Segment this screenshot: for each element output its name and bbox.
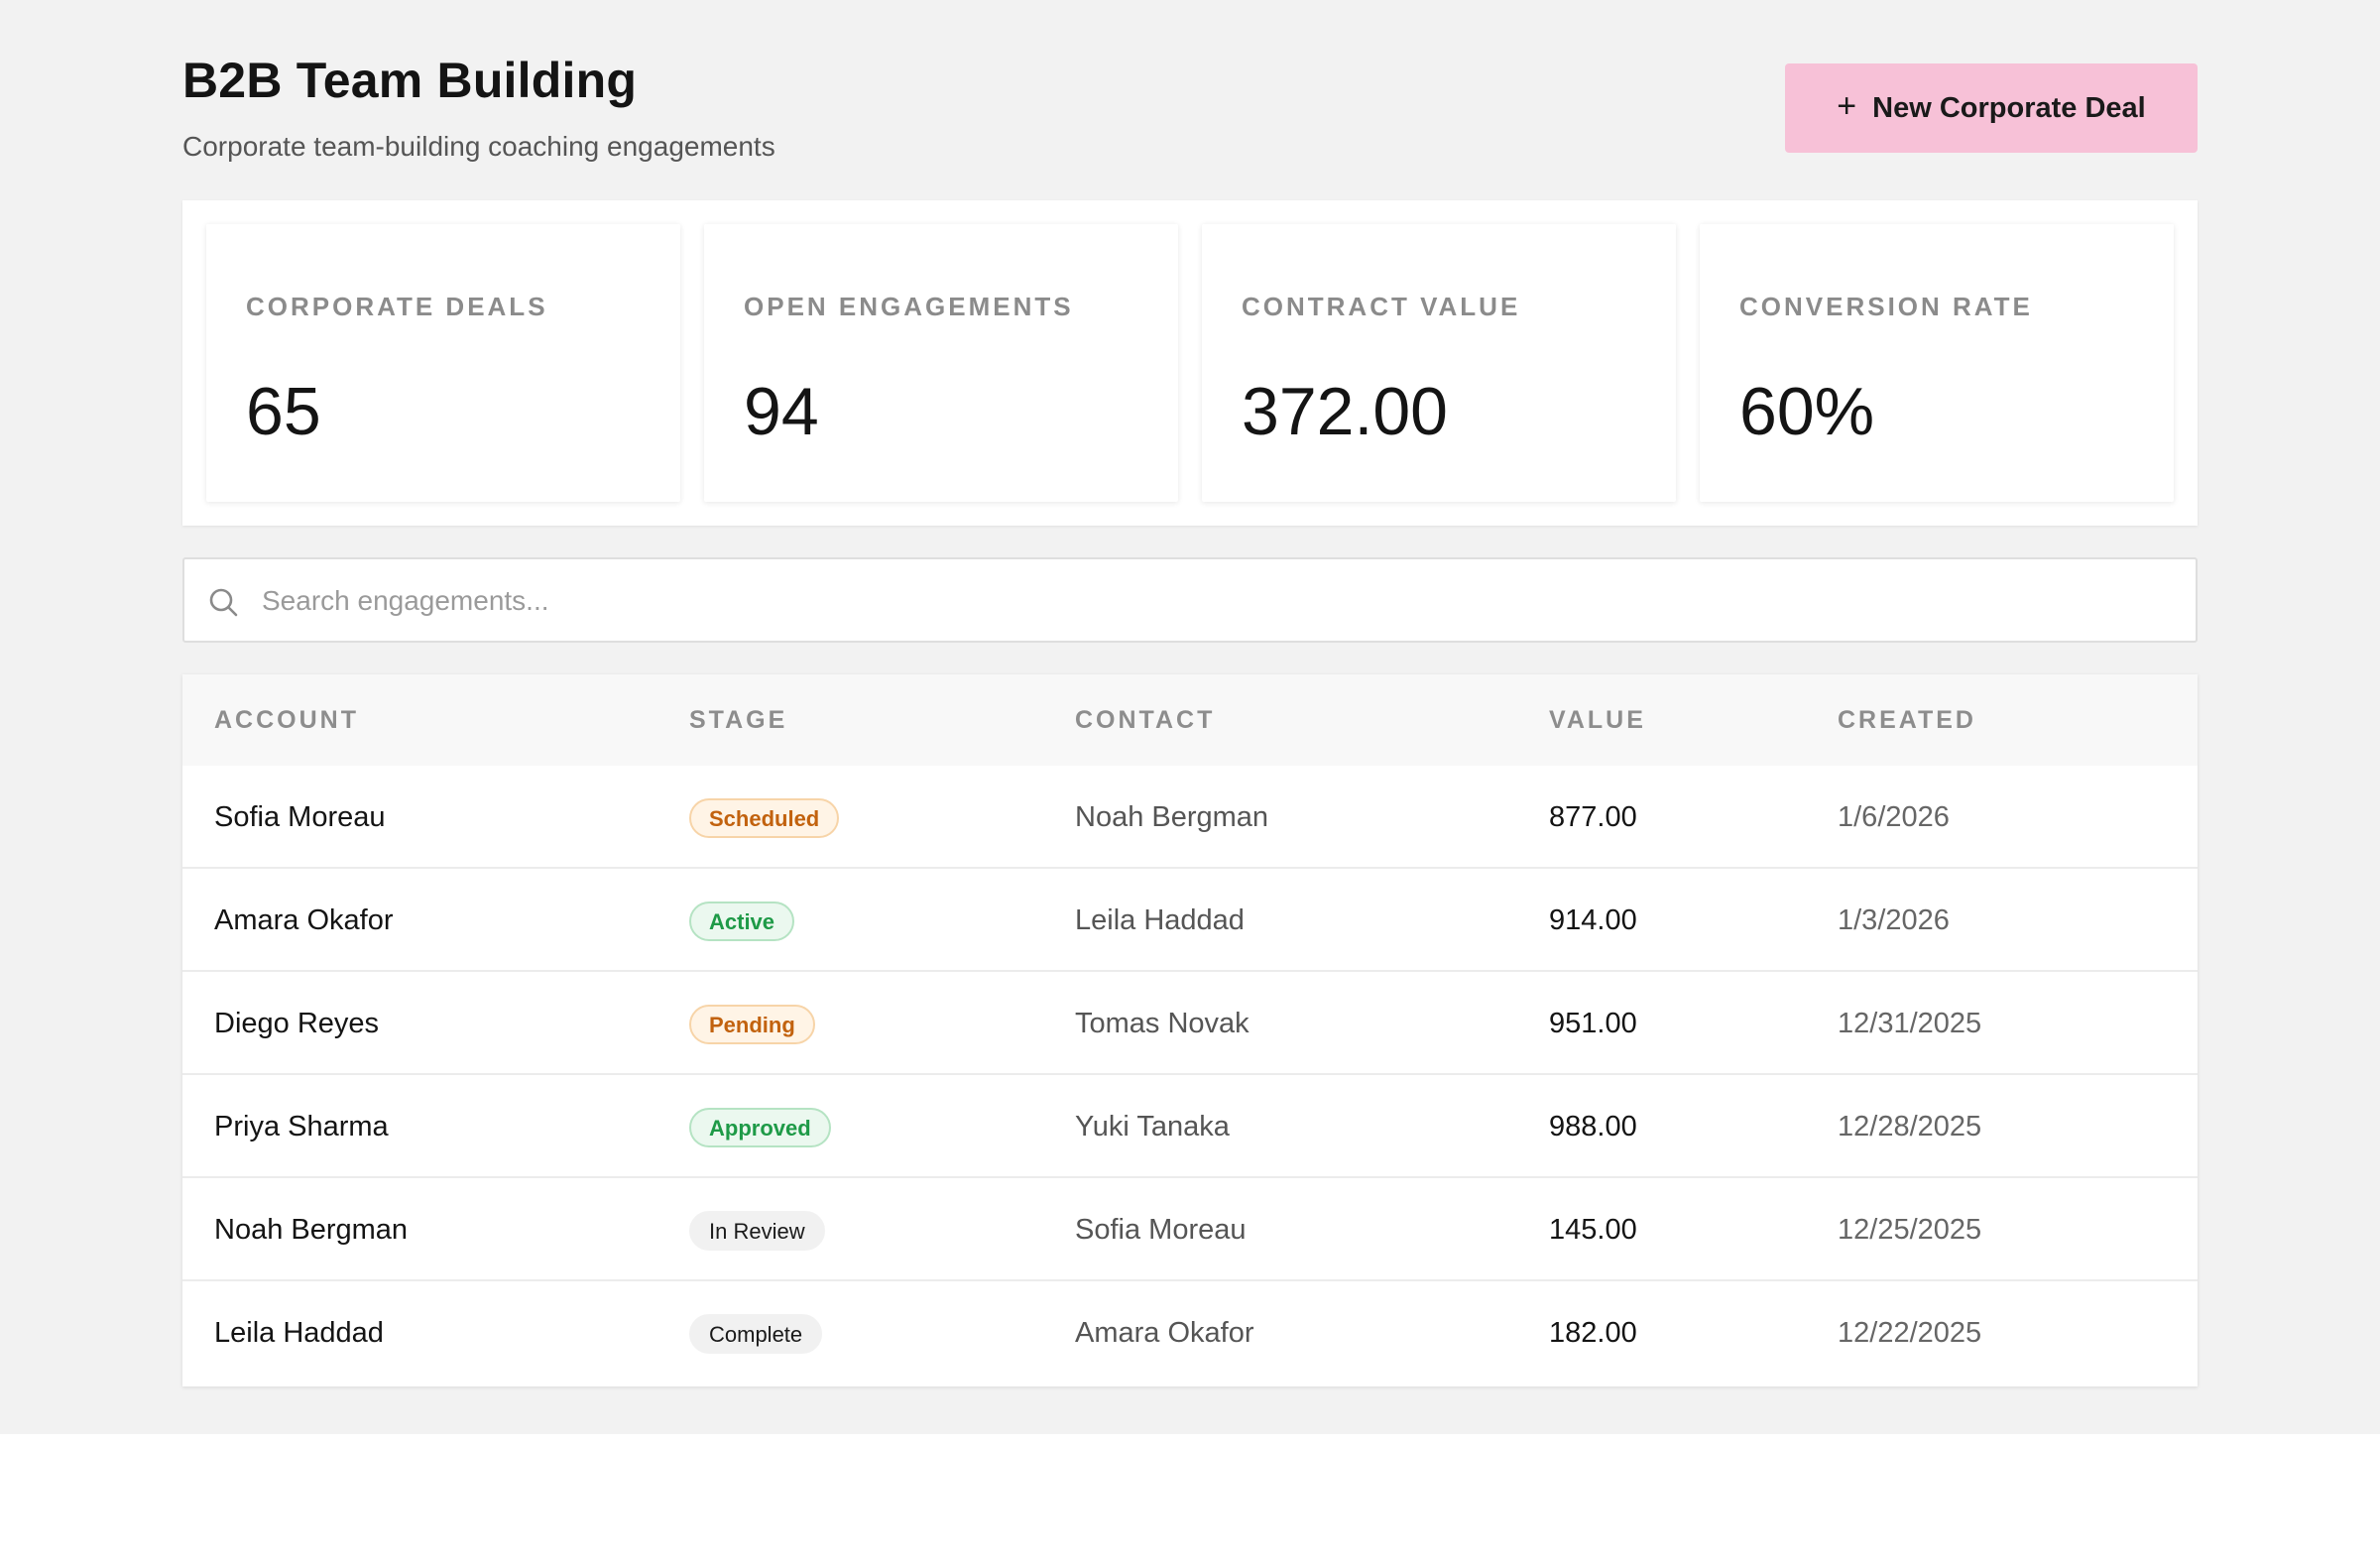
search-input[interactable] — [260, 559, 2148, 643]
table-row[interactable]: Sofia Moreau Scheduled Noah Bergman 877.… — [182, 766, 2198, 869]
stat-value: 372.00 — [1242, 374, 1448, 449]
account-cell: Sofia Moreau — [214, 801, 386, 833]
page-title: B2B Team Building — [182, 53, 638, 108]
value-cell: 951.00 — [1549, 1008, 1637, 1039]
created-cell: 1/3/2026 — [1838, 904, 1950, 936]
stats-panel: CORPORATE DEALS 65 OPEN ENGAGEMENTS 94 C… — [182, 200, 2198, 526]
stat-card-open-engagements: OPEN ENGAGEMENTS 94 — [704, 224, 1178, 502]
created-cell: 12/31/2025 — [1838, 1008, 1982, 1039]
column-header-account[interactable]: ACCOUNT — [214, 706, 359, 734]
account-cell: Diego Reyes — [214, 1008, 380, 1039]
stat-value: 94 — [744, 374, 819, 449]
created-cell: 12/22/2025 — [1838, 1317, 1982, 1349]
created-cell: 1/6/2026 — [1838, 801, 1950, 833]
contact-cell: Amara Okafor — [1075, 1317, 1254, 1349]
table-row[interactable]: Leila Haddad Complete Amara Okafor 182.0… — [182, 1281, 2198, 1384]
column-header-created[interactable]: CREATED — [1838, 706, 1976, 734]
created-cell: 12/25/2025 — [1838, 1214, 1982, 1246]
table-row[interactable]: Priya Sharma Approved Yuki Tanaka 988.00… — [182, 1075, 2198, 1178]
table-header: ACCOUNT STAGE CONTACT VALUE CREATED — [182, 674, 2198, 766]
new-corporate-deal-label: New Corporate Deal — [1872, 91, 2146, 124]
account-cell: Amara Okafor — [214, 904, 394, 936]
stat-label: OPEN ENGAGEMENTS — [744, 292, 1074, 321]
stage-badge: Scheduled — [689, 798, 840, 838]
stat-label: CORPORATE DEALS — [246, 292, 548, 321]
engagements-table: ACCOUNT STAGE CONTACT VALUE CREATED Sofi… — [182, 674, 2198, 1386]
stat-value: 65 — [246, 374, 321, 449]
contact-cell: Tomas Novak — [1075, 1008, 1250, 1039]
value-cell: 988.00 — [1549, 1111, 1637, 1142]
account-cell: Leila Haddad — [214, 1317, 384, 1349]
value-cell: 182.00 — [1549, 1317, 1637, 1349]
stage-badge: In Review — [689, 1211, 825, 1251]
column-header-value[interactable]: VALUE — [1549, 706, 1646, 734]
stage-badge: Complete — [689, 1314, 823, 1354]
stat-value: 60% — [1739, 374, 1875, 449]
contact-cell: Sofia Moreau — [1075, 1214, 1247, 1246]
value-cell: 877.00 — [1549, 801, 1637, 833]
contact-cell: Yuki Tanaka — [1075, 1111, 1230, 1142]
table-row[interactable]: Noah Bergman In Review Sofia Moreau 145.… — [182, 1178, 2198, 1281]
page-subtitle: Corporate team-building coaching engagem… — [182, 131, 775, 162]
table-row[interactable]: Amara Okafor Active Leila Haddad 914.00 … — [182, 869, 2198, 972]
column-header-contact[interactable]: CONTACT — [1075, 706, 1216, 734]
contact-cell: Noah Bergman — [1075, 801, 1269, 833]
account-cell: Noah Bergman — [214, 1214, 409, 1246]
stat-card-corporate-deals: CORPORATE DEALS 65 — [206, 224, 680, 502]
search-icon — [209, 588, 238, 617]
stat-card-conversion-rate: CONVERSION RATE 60% — [1700, 224, 2174, 502]
stat-label: CONVERSION RATE — [1739, 292, 2033, 321]
column-header-stage[interactable]: STAGE — [689, 706, 788, 734]
table-row[interactable]: Diego Reyes Pending Tomas Novak 951.00 1… — [182, 972, 2198, 1075]
main-content: B2B Team Building Corporate team-buildin… — [182, 0, 2198, 1386]
value-cell: 145.00 — [1549, 1214, 1637, 1246]
search-box[interactable] — [182, 557, 2198, 643]
contact-cell: Leila Haddad — [1075, 904, 1245, 936]
new-corporate-deal-button[interactable]: + New Corporate Deal — [1785, 63, 2198, 153]
created-cell: 12/28/2025 — [1838, 1111, 1982, 1142]
stage-badge: Approved — [689, 1108, 831, 1147]
value-cell: 914.00 — [1549, 904, 1637, 936]
account-cell: Priya Sharma — [214, 1111, 389, 1142]
page-header: B2B Team Building Corporate team-buildin… — [182, 0, 2198, 200]
stat-card-contract-value: CONTRACT VALUE 372.00 — [1202, 224, 1676, 502]
stage-badge: Pending — [689, 1005, 815, 1044]
plus-icon: + — [1837, 87, 1857, 125]
stat-label: CONTRACT VALUE — [1242, 292, 1521, 321]
stage-badge: Active — [689, 902, 795, 941]
